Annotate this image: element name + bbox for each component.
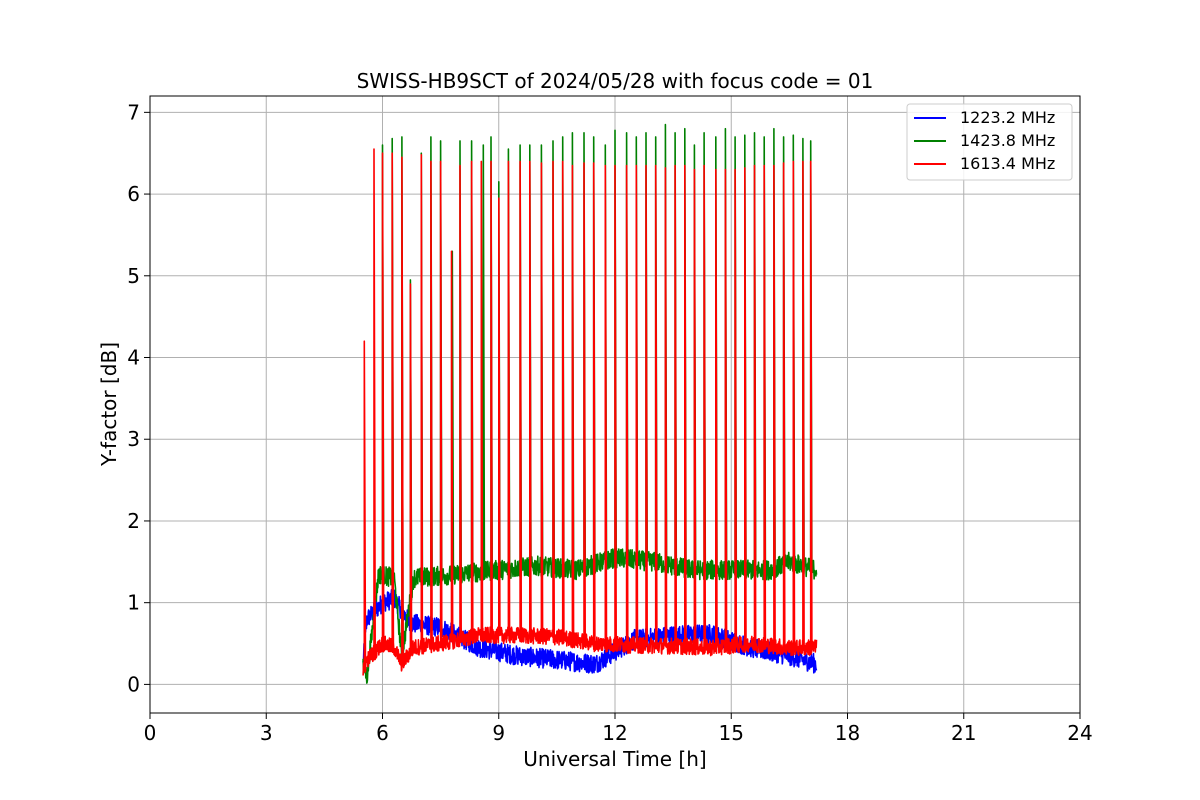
series-layer [362, 123, 818, 684]
x-axis-title: Universal Time [h] [523, 747, 706, 771]
x-tick-label: 12 [602, 721, 627, 745]
legend-box [906, 103, 1073, 181]
y-axis-title: Y-factor [dB] [97, 342, 121, 467]
y-tick-label: 2 [127, 509, 140, 533]
legend-label-1223: 1223.2 MHz [960, 108, 1055, 127]
series-line-1223 [362, 589, 818, 674]
y-tick-label: 3 [127, 427, 140, 451]
x-tick-label: 6 [376, 721, 389, 745]
chart-title: SWISS-HB9SCT of 2024/05/28 with focus co… [357, 69, 874, 93]
y-tick-label: 6 [127, 182, 140, 206]
legend-label-1423: 1423.8 MHz [960, 131, 1055, 150]
y-tick-label: 0 [127, 672, 140, 696]
x-tick-label: 21 [951, 721, 976, 745]
y-tick-label: 5 [127, 264, 140, 288]
x-tick-label: 15 [719, 721, 744, 745]
x-tick-label: 3 [260, 721, 273, 745]
x-tick-label: 24 [1067, 721, 1092, 745]
y-tick-label: 7 [127, 100, 140, 124]
y-tick-label: 1 [127, 591, 140, 615]
y-tick-label: 4 [127, 346, 140, 370]
legend-label-1613: 1613.4 MHz [960, 154, 1055, 173]
x-tick-label: 18 [835, 721, 860, 745]
x-tick-label: 9 [492, 721, 505, 745]
x-tick-label: 0 [144, 721, 157, 745]
series-line-1613 [362, 148, 818, 676]
legend: 1223.2 MHz 1423.8 MHz 1613.4 MHz [906, 103, 1073, 181]
